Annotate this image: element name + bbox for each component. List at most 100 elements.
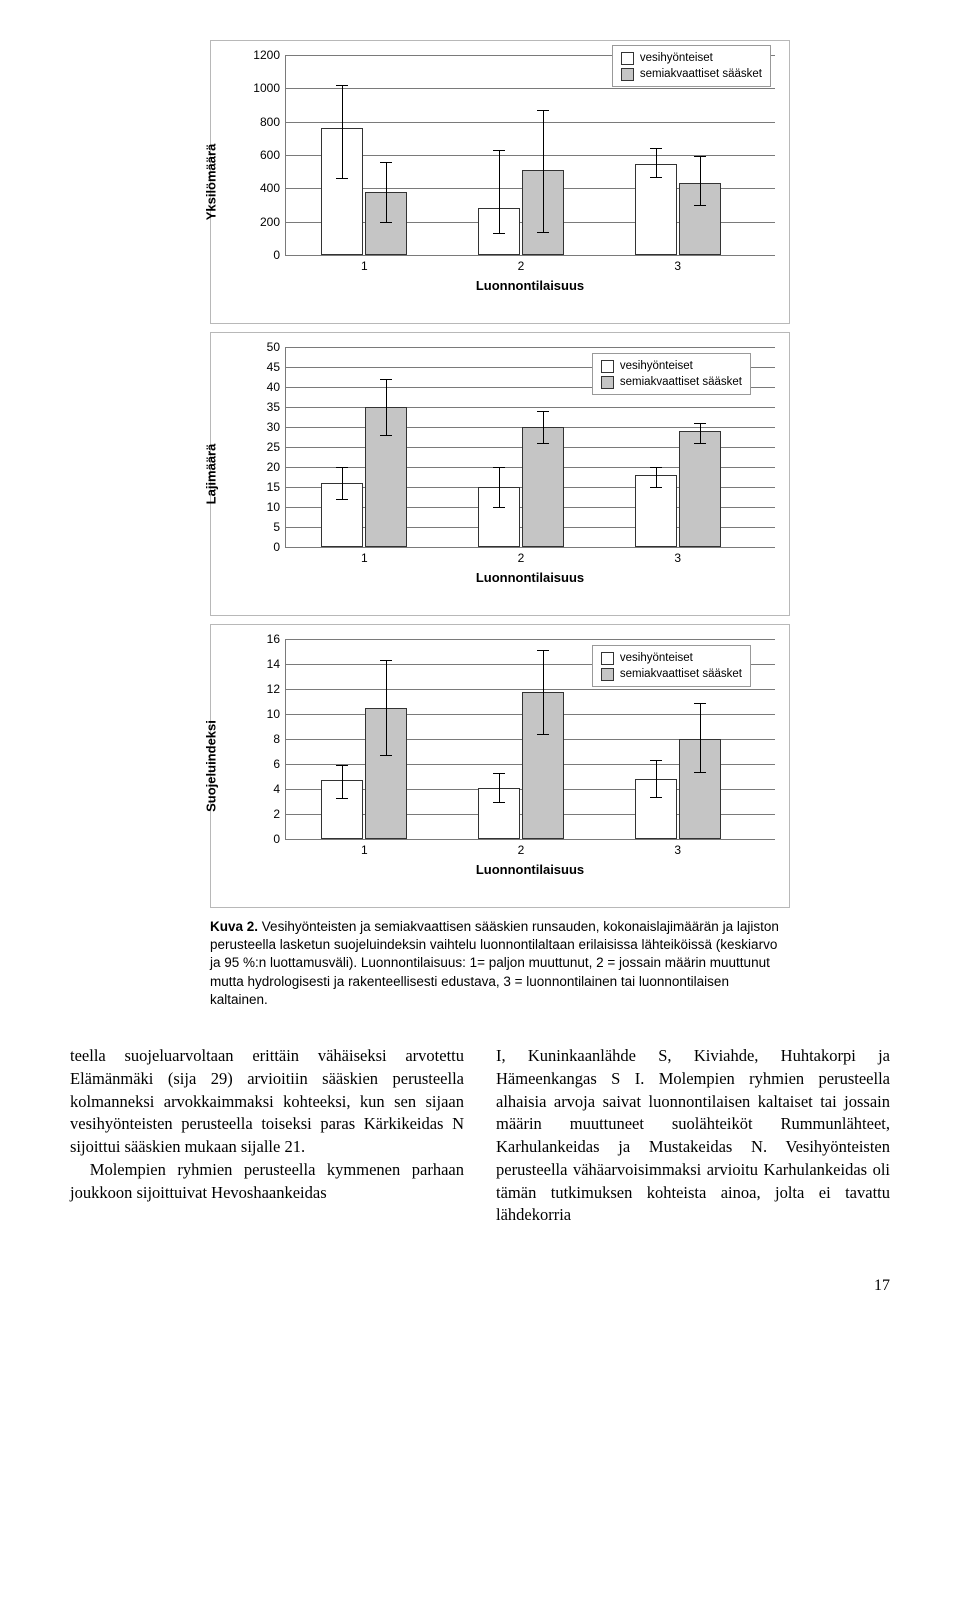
y-tick-label: 10	[246, 707, 280, 721]
error-bar	[342, 467, 343, 499]
error-bar	[342, 765, 343, 798]
y-axis-label: Suojeluindeksi	[204, 720, 219, 812]
x-tick-label: 1	[361, 551, 368, 565]
x-tick-label: 3	[674, 259, 681, 273]
error-bar	[700, 156, 701, 205]
x-axis-label: Luonnontilaisuus	[285, 278, 775, 293]
legend-swatch	[601, 668, 614, 681]
x-tick-label: 1	[361, 259, 368, 273]
y-tick-label: 8	[246, 732, 280, 746]
x-tick-label: 2	[518, 551, 525, 565]
error-bar-cap	[493, 773, 505, 774]
gridline	[286, 639, 775, 640]
x-axis-label: Luonnontilaisuus	[285, 862, 775, 877]
error-bar-cap	[694, 772, 706, 773]
y-tick-label: 0	[246, 832, 280, 846]
error-bar	[342, 85, 343, 178]
error-bar	[543, 110, 544, 232]
legend-swatch	[601, 652, 614, 665]
error-bar	[543, 411, 544, 443]
legend: vesihyönteisetsemiakvaattiset sääsket	[592, 353, 751, 395]
error-bar-cap	[336, 765, 348, 766]
x-tick-label: 2	[518, 843, 525, 857]
error-bar	[656, 760, 657, 796]
error-bar-cap	[694, 703, 706, 704]
y-tick-label: 50	[246, 340, 280, 354]
y-tick-label: 0	[246, 540, 280, 554]
y-tick-label: 16	[246, 632, 280, 646]
y-axis-label: Yksilömäärä	[204, 144, 219, 221]
error-bar	[386, 162, 387, 222]
error-bar-cap	[380, 162, 392, 163]
legend: vesihyönteisetsemiakvaattiset sääsket	[592, 645, 751, 687]
error-bar-cap	[537, 110, 549, 111]
error-bar	[700, 703, 701, 772]
chart-yksilomaara: Yksilömäärä020040060080010001200123Luonn…	[210, 40, 790, 324]
legend-swatch	[601, 376, 614, 389]
y-tick-label: 14	[246, 657, 280, 671]
legend-item: vesihyönteiset	[621, 50, 762, 66]
error-bar-cap	[537, 650, 549, 651]
y-tick-label: 800	[246, 115, 280, 129]
y-tick-label: 2	[246, 807, 280, 821]
y-tick-label: 200	[246, 215, 280, 229]
error-bar-cap	[694, 443, 706, 444]
x-axis-label: Luonnontilaisuus	[285, 570, 775, 585]
legend-label: semiakvaattiset sääsket	[620, 374, 742, 390]
error-bar-cap	[493, 233, 505, 234]
x-tick-label: 3	[674, 551, 681, 565]
error-bar	[700, 423, 701, 443]
gridline	[286, 407, 775, 408]
error-bar-cap	[537, 443, 549, 444]
charts-column: Yksilömäärä020040060080010001200123Luonn…	[210, 40, 790, 908]
error-bar	[499, 467, 500, 507]
error-bar	[656, 148, 657, 176]
gridline	[286, 689, 775, 690]
caption-text: Vesihyönteisten ja semiakvaattisen sääsk…	[210, 919, 779, 1007]
error-bar-cap	[336, 85, 348, 86]
y-tick-label: 4	[246, 782, 280, 796]
error-bar-cap	[380, 435, 392, 436]
y-tick-label: 35	[246, 400, 280, 414]
y-tick-label: 5	[246, 520, 280, 534]
error-bar-cap	[336, 499, 348, 500]
error-bar-cap	[537, 734, 549, 735]
x-tick-label: 3	[674, 843, 681, 857]
y-tick-label: 10	[246, 500, 280, 514]
bar	[679, 431, 721, 547]
error-bar	[386, 379, 387, 435]
error-bar-cap	[694, 156, 706, 157]
error-bar-cap	[694, 205, 706, 206]
body-text-columns: teella suojeluarvoltaan erittäin vähäise…	[70, 1045, 890, 1227]
error-bar-cap	[650, 177, 662, 178]
y-tick-label: 12	[246, 682, 280, 696]
chart-lajimaara: Lajimäärä05101520253035404550123Luonnont…	[210, 332, 790, 616]
y-tick-label: 20	[246, 460, 280, 474]
legend-label: vesihyönteiset	[640, 50, 713, 66]
legend-swatch	[621, 52, 634, 65]
legend-swatch	[621, 68, 634, 81]
error-bar-cap	[650, 487, 662, 488]
y-tick-label: 1200	[246, 48, 280, 62]
legend-swatch	[601, 360, 614, 373]
page-number: 17	[70, 1277, 890, 1295]
y-tick-label: 30	[246, 420, 280, 434]
legend-item: semiakvaattiset sääsket	[601, 666, 742, 682]
error-bar-cap	[493, 507, 505, 508]
right-column: I, Kuninkaanlähde S, Kiviahde, Huhtakorp…	[496, 1045, 890, 1227]
y-tick-label: 15	[246, 480, 280, 494]
error-bar-cap	[650, 797, 662, 798]
error-bar-cap	[537, 232, 549, 233]
error-bar-cap	[380, 222, 392, 223]
error-bar-cap	[537, 411, 549, 412]
legend-item: semiakvaattiset sääsket	[621, 66, 762, 82]
chart-suojeluindeksi: Suojeluindeksi0246810121416123Luonnontil…	[210, 624, 790, 908]
body-paragraph: I, Kuninkaanlähde S, Kiviahde, Huhtakorp…	[496, 1046, 890, 1224]
error-bar-cap	[650, 760, 662, 761]
figure-caption: Kuva 2. Vesihyönteisten ja semiakvaattis…	[210, 918, 790, 1009]
error-bar-cap	[336, 467, 348, 468]
legend-label: semiakvaattiset sääsket	[640, 66, 762, 82]
error-bar-cap	[694, 423, 706, 424]
bar	[635, 164, 677, 255]
error-bar-cap	[493, 467, 505, 468]
